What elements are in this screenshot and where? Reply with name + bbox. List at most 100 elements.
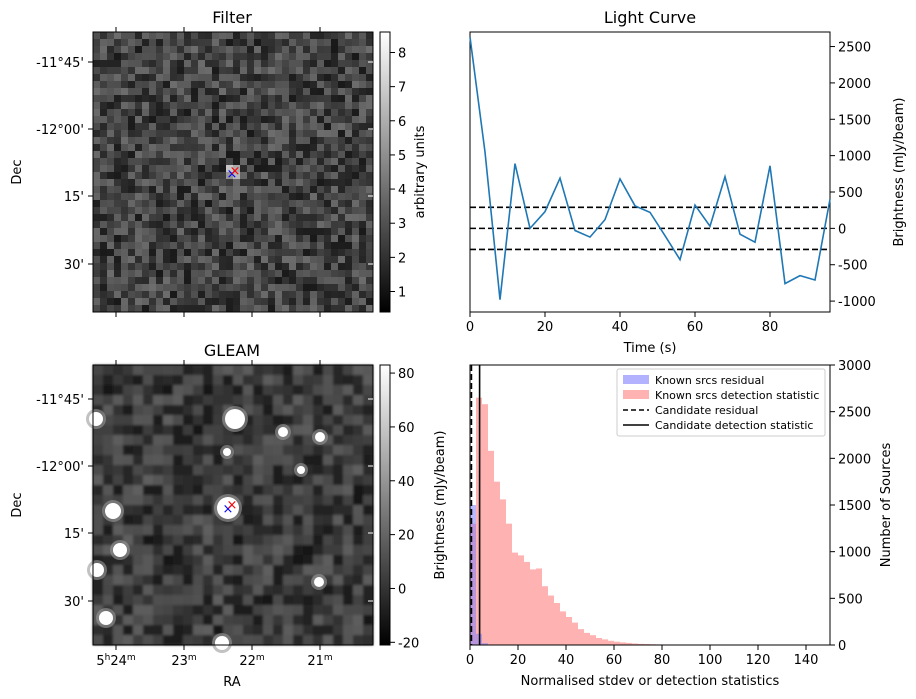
filter-pixel: [114, 144, 122, 152]
filter-pixel: [233, 60, 241, 68]
gleam-pixel: [143, 405, 153, 415]
gleam-pixel: [173, 365, 183, 375]
filter-pixel: [331, 130, 339, 138]
filter-pixel: [212, 193, 220, 201]
filter-pixel: [331, 228, 339, 236]
lightcurve-x-tick-label: 80: [762, 320, 779, 335]
filter-pixel: [303, 179, 311, 187]
filter-pixel: [100, 193, 108, 201]
gleam-pixel: [283, 535, 293, 545]
filter-pixel: [366, 102, 374, 110]
filter-pixel: [261, 256, 269, 264]
filter-pixel: [107, 263, 115, 271]
filter-pixel: [135, 214, 143, 222]
filter-pixel: [107, 144, 115, 152]
filter-pixel: [331, 186, 339, 194]
gleam-pixel: [233, 555, 243, 565]
gleam-pixel: [293, 615, 303, 625]
filter-pixel: [303, 46, 311, 54]
gleam-pixel: [143, 555, 153, 565]
filter-pixel: [100, 60, 108, 68]
filter-pixel: [289, 193, 297, 201]
filter-pixel: [247, 165, 255, 173]
filter-pixel: [107, 242, 115, 250]
gleam-pixel: [233, 545, 243, 555]
filter-pixel: [296, 151, 304, 159]
filter-pixel: [247, 249, 255, 257]
filter-pixel: [114, 109, 122, 117]
gleam-pixel: [343, 435, 353, 445]
lightcurve-y-tick-label: -1000: [838, 295, 876, 310]
filter-pixel: [149, 277, 157, 285]
gleam-pixel: [213, 595, 223, 605]
filter-pixel: [184, 81, 192, 89]
filter-pixel: [191, 298, 199, 306]
gleam-source: [89, 412, 103, 426]
filter-pixel: [163, 214, 171, 222]
filter-pixel: [240, 39, 248, 47]
filter-pixel: [93, 263, 101, 271]
gleam-pixel: [123, 625, 133, 635]
gleam-pixel: [213, 555, 223, 565]
filter-pixel: [289, 242, 297, 250]
filter-pixel: [177, 249, 185, 257]
filter-pixel: [135, 151, 143, 159]
gleam-pixel: [353, 385, 363, 395]
filter-pixel: [100, 151, 108, 159]
legend-box: [616, 368, 826, 437]
gleam-pixel: [143, 585, 153, 595]
filter-pixel: [352, 214, 360, 222]
gleam-pixel: [363, 625, 373, 635]
filter-pixel: [254, 305, 262, 313]
filter-pixel: [345, 46, 353, 54]
histogram-bar-detection: [596, 638, 602, 645]
gleam-pixel: [173, 555, 183, 565]
filter-pixel: [240, 193, 248, 201]
filter-pixel: [240, 207, 248, 215]
filter-pixel: [317, 81, 325, 89]
filter-pixel: [205, 249, 213, 257]
filter-pixel: [303, 263, 311, 271]
filter-pixel: [135, 116, 143, 124]
filter-pixel: [345, 256, 353, 264]
filter-pixel: [310, 144, 318, 152]
gleam-pixel: [293, 515, 303, 525]
histogram-y-tick-label: 2500: [838, 406, 871, 421]
filter-pixel: [219, 214, 227, 222]
filter-pixel: [205, 158, 213, 166]
filter-pixel: [317, 158, 325, 166]
filter-pixel: [338, 151, 346, 159]
filter-pixel: [338, 179, 346, 187]
filter-pixel: [366, 53, 374, 61]
filter-pixel: [352, 270, 360, 278]
gleam-pixel: [343, 515, 353, 525]
filter-pixel: [163, 256, 171, 264]
filter-pixel: [212, 109, 220, 117]
filter-pixel: [338, 165, 346, 173]
gleam-pixel: [193, 635, 203, 645]
gleam-pixel: [363, 555, 373, 565]
filter-pixel: [366, 123, 374, 131]
filter-pixel: [331, 298, 339, 306]
filter-pixel: [352, 235, 360, 243]
filter-pixel: [177, 81, 185, 89]
filter-pixel: [345, 228, 353, 236]
filter-pixel: [191, 228, 199, 236]
gleam-pixel: [173, 515, 183, 525]
filter-pixel: [233, 88, 241, 96]
gleam-pixel: [163, 585, 173, 595]
gleam-pixel: [173, 575, 183, 585]
gleam-pixel: [353, 625, 363, 635]
gleam-pixel: [183, 615, 193, 625]
gleam-pixel: [123, 555, 133, 565]
filter-pixel: [121, 151, 129, 159]
filter-pixel: [240, 60, 248, 68]
filter-pixel: [198, 277, 206, 285]
histogram-x-tick-label: 20: [510, 653, 527, 668]
histogram-bar-detection: [560, 611, 566, 645]
filter-pixel: [247, 109, 255, 117]
filter-pixel: [275, 46, 283, 54]
filter-pixel: [366, 179, 374, 187]
filter-pixel: [191, 207, 199, 215]
filter-pixel: [205, 32, 213, 40]
